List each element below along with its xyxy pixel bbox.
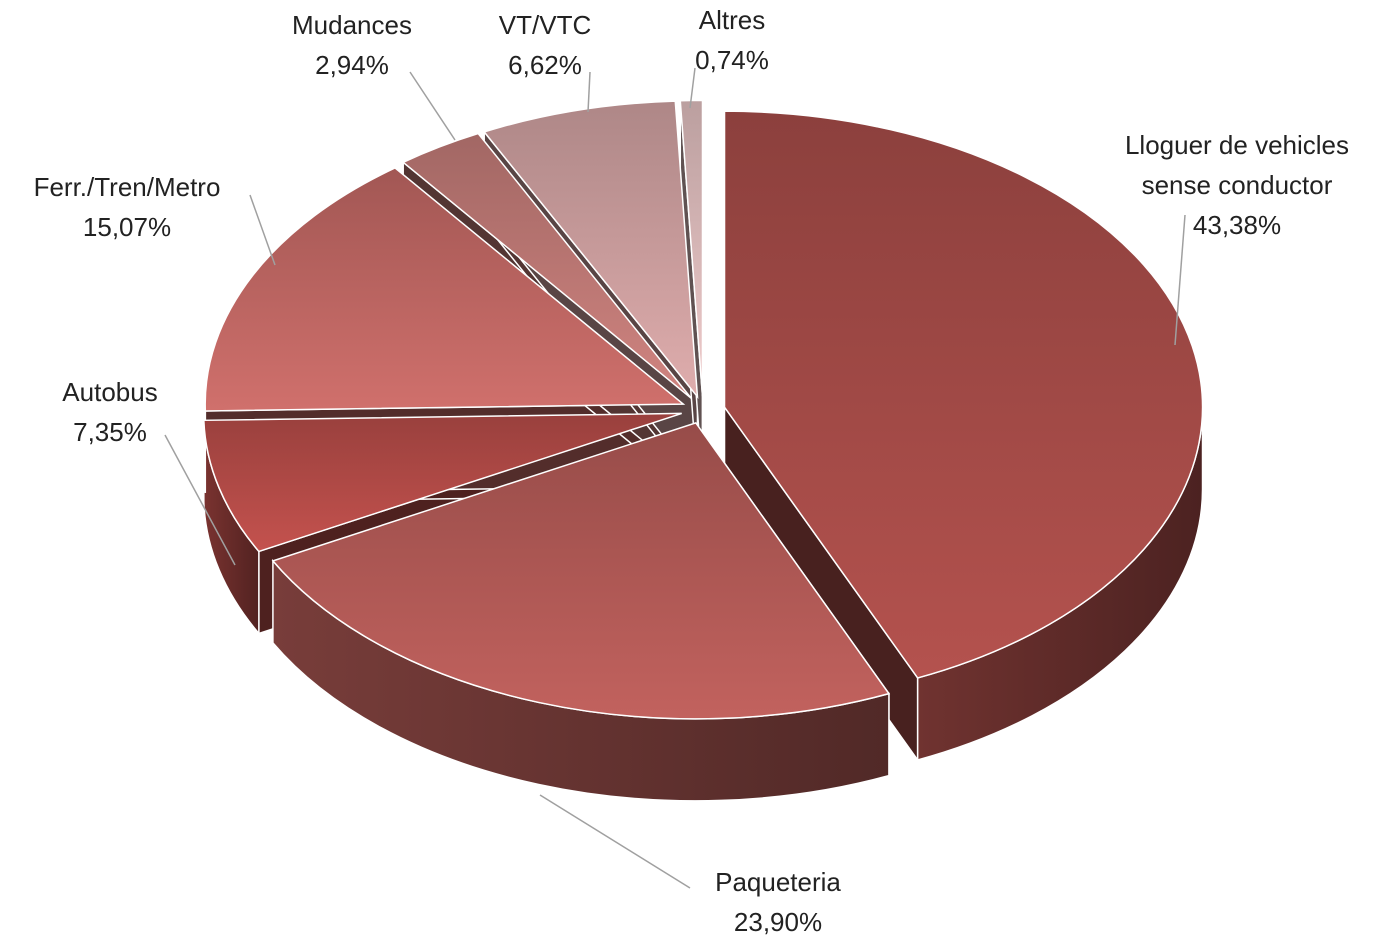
slice-label: Mudances 2,94%: [292, 5, 412, 85]
value-label: 15,07%: [82, 212, 172, 242]
category-label: Lloguer de vehicles sense conductor: [1124, 130, 1350, 200]
leader-line: [539, 794, 691, 889]
value-label: 7,35%: [73, 417, 147, 447]
leader-line: [409, 71, 456, 141]
slice-label: VT/VTC 6,62%: [499, 5, 591, 85]
pie-slice: [204, 167, 686, 412]
slice-label: Altres 0,74%: [695, 0, 769, 80]
pie-slice: [271, 421, 891, 720]
value-label: 2,94%: [315, 50, 389, 80]
value-label: 43,38%: [1192, 210, 1282, 240]
category-label: VT/VTC: [498, 10, 592, 40]
leader-line: [689, 67, 696, 109]
pie-slice: [203, 412, 682, 553]
slice-label: Ferr./Tren/Metro 15,07%: [34, 167, 221, 247]
category-label: Ferr./Tren/Metro: [33, 172, 221, 202]
slice-label: Autobus 7,35%: [62, 372, 157, 452]
value-label: 0,74%: [695, 45, 769, 75]
leader-line: [1174, 214, 1186, 346]
category-label: Mudances: [292, 10, 412, 40]
leader-line: [249, 194, 276, 266]
pie-slice: [401, 132, 692, 400]
value-label: 23,90%: [733, 907, 823, 937]
leader-line: [587, 71, 591, 113]
leader-line: [164, 434, 236, 566]
slice-label: Lloguer de vehicles sense conductor 43,38…: [1102, 125, 1372, 245]
value-label: 6,62%: [508, 50, 582, 80]
pie-slice: [482, 100, 699, 400]
category-label: Paqueteria: [715, 867, 841, 897]
category-label: Autobus: [62, 377, 158, 407]
category-label: Altres: [698, 5, 766, 35]
slice-label: Paqueteria 23,90%: [715, 862, 841, 937]
pie-slice: [723, 110, 1204, 679]
